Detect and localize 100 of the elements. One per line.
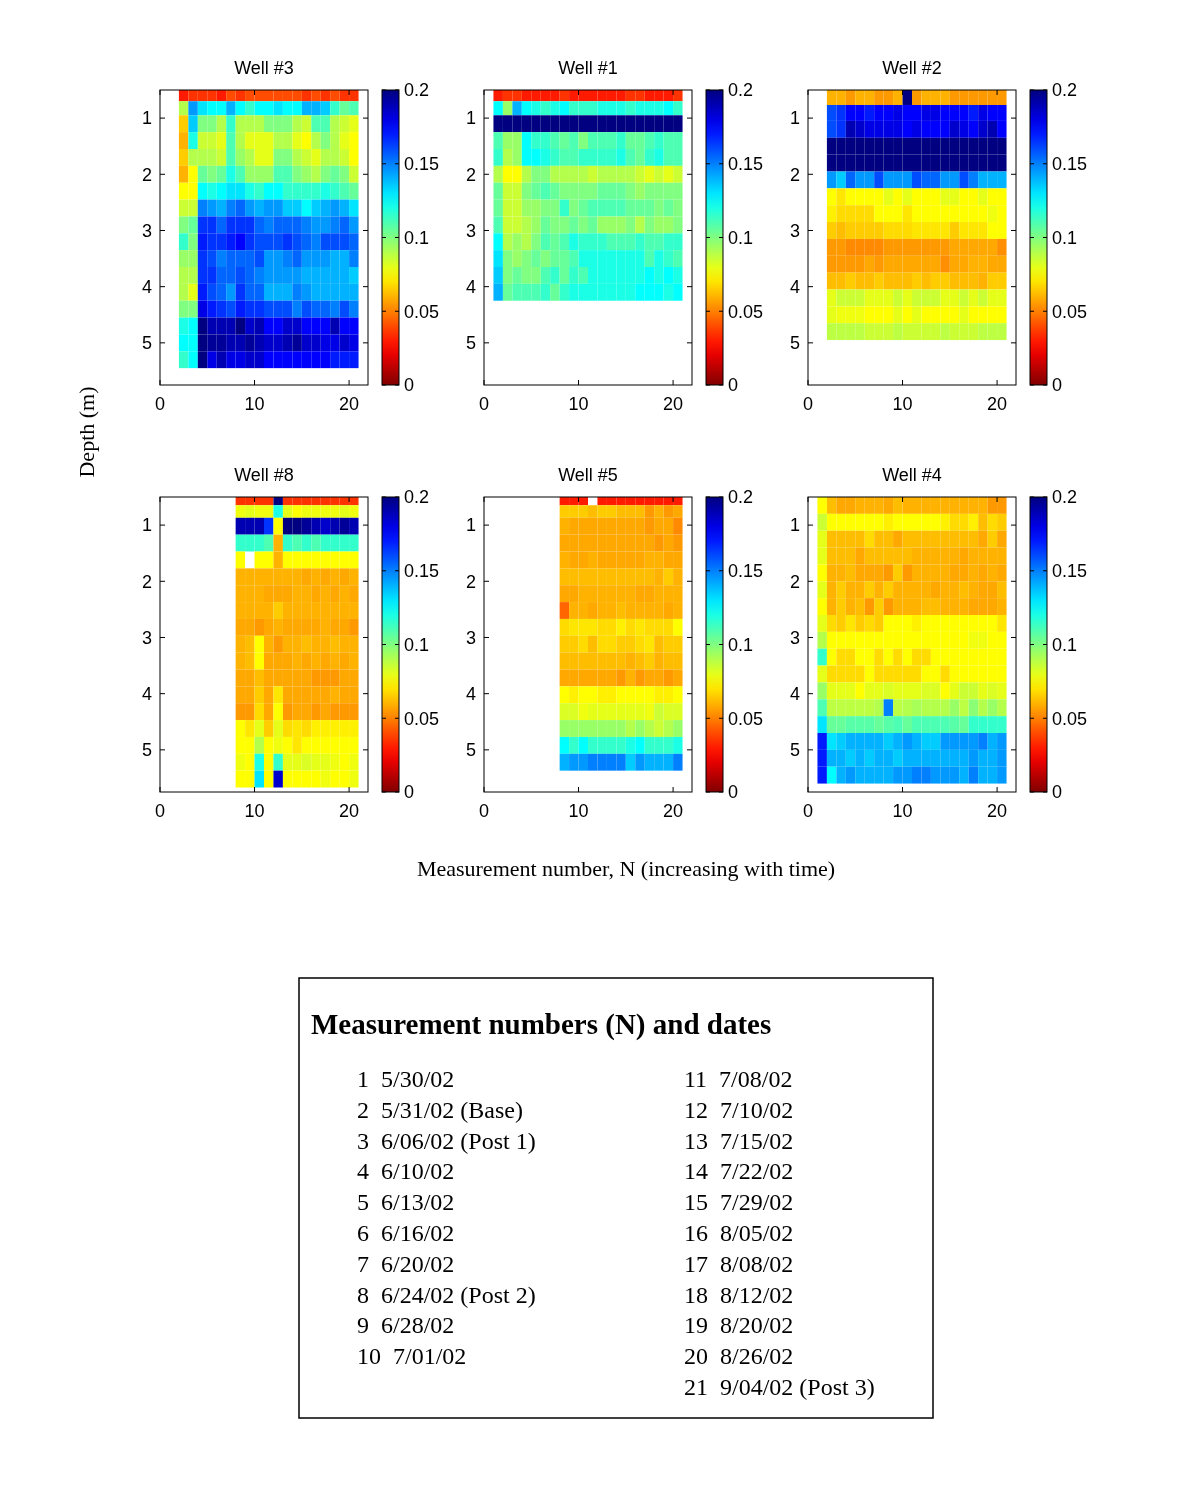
color-bar-label: 0.15 [1052, 154, 1088, 175]
chart-title: Well #1 [558, 58, 618, 78]
x-tick-label: 10 [892, 394, 913, 414]
text: 5 6/13/02 [357, 1189, 455, 1216]
color-bar-label: 0.1 [404, 634, 430, 655]
chart-title: Well #4 [882, 465, 942, 485]
y-tick-label: 4 [789, 683, 800, 704]
x-tick-label: 0 [802, 394, 814, 414]
x-tick-label: 0 [154, 394, 166, 414]
color-bar-label: 0.05 [404, 301, 440, 322]
x-tick-label: 10 [568, 394, 589, 414]
y-tick-label: 2 [465, 164, 476, 185]
color-bar-label: 0.1 [404, 227, 430, 248]
color-bar-label: 0.15 [404, 154, 440, 175]
x-tick-label: 10 [892, 801, 913, 821]
y-tick-label: 4 [141, 683, 152, 704]
text: 7 6/20/02 [357, 1250, 455, 1277]
y-tick-label: 3 [789, 627, 800, 648]
text: 3 6/06/02 (Post 1) [357, 1127, 536, 1154]
color-bar-label: 0.05 [728, 301, 764, 322]
y-tick-label: 2 [789, 164, 800, 185]
text: 20 8/26/02 [684, 1343, 794, 1370]
x-tick-label: 20 [663, 394, 684, 414]
color-bar-label: 0.2 [1052, 80, 1078, 101]
y-tick-label: 1 [465, 515, 476, 536]
y-tick-label: 2 [465, 571, 476, 592]
text: 9 6/28/02 [357, 1312, 455, 1339]
x-tick-label: 10 [568, 801, 589, 821]
color-bar-label: 0 [404, 782, 415, 803]
color-bar-label: 0.15 [728, 561, 764, 582]
y-tick-label: 5 [465, 740, 476, 761]
text: Measurement numbers (N) and dates [311, 1008, 772, 1041]
x-tick-label: 20 [663, 801, 684, 821]
y-tick-label: 5 [789, 740, 800, 761]
x-tick-label: 20 [339, 394, 360, 414]
x-tick-label: 20 [339, 801, 360, 821]
color-bar-label: 0.1 [1052, 227, 1078, 248]
text: 15 7/29/02 [684, 1189, 794, 1216]
chart-title: Well #2 [882, 58, 942, 78]
color-bar-label: 0 [728, 782, 739, 803]
color-bar-label: 0.2 [1052, 487, 1078, 508]
y-tick-label: 4 [141, 276, 152, 297]
y-tick-label: 1 [789, 108, 800, 129]
y-axis-title: Depth (m) [74, 386, 99, 478]
x-axis-title: Measurement number, N (increasing with time) [416, 856, 836, 881]
color-bar-label: 0.05 [404, 708, 440, 729]
text: 21 9/04/02 (Post 3) [684, 1374, 875, 1400]
y-tick-label: 5 [465, 333, 476, 354]
color-bar-label: 0.2 [404, 80, 430, 101]
color-bar-label: 0.1 [728, 227, 754, 248]
text: 11 7/08/02 [684, 1066, 793, 1092]
color-bar-label: 0 [1052, 375, 1063, 396]
y-tick-label: 3 [465, 220, 476, 241]
text: 14 7/22/02 [684, 1158, 794, 1185]
chart-title: Well #5 [558, 465, 618, 485]
text: 17 8/08/02 [684, 1250, 794, 1277]
x-tick-label: 0 [478, 801, 490, 821]
x-tick-label: 20 [987, 394, 1008, 414]
y-tick-label: 5 [141, 740, 152, 761]
y-tick-label: 4 [465, 276, 476, 297]
color-bar-label: 0 [728, 375, 739, 396]
x-tick-label: 0 [478, 394, 490, 414]
color-bar-label: 0 [1052, 782, 1063, 803]
color-bar-label: 0.2 [728, 487, 754, 508]
y-tick-label: 5 [141, 333, 152, 354]
text: 10 7/01/02 [357, 1343, 467, 1370]
text: 13 7/15/02 [684, 1127, 794, 1154]
x-tick-label: 20 [987, 801, 1008, 821]
color-bar-label: 0.15 [1052, 561, 1088, 582]
x-tick-label: 10 [244, 801, 265, 821]
x-tick-label: 10 [244, 394, 265, 414]
color-bar-label: 0.1 [1052, 634, 1078, 655]
y-tick-label: 2 [789, 571, 800, 592]
y-tick-label: 4 [789, 276, 800, 297]
color-bar-label: 0.2 [728, 80, 754, 101]
y-tick-label: 1 [141, 108, 152, 129]
y-tick-label: 3 [465, 627, 476, 648]
chart-title: Well #3 [234, 58, 294, 78]
chart-title: Well #8 [234, 465, 294, 485]
color-bar-label: 0.15 [728, 154, 764, 175]
text: 4 6/10/02 [357, 1158, 455, 1185]
y-tick-label: 1 [141, 515, 152, 536]
y-tick-label: 2 [141, 571, 152, 592]
text: 1 5/30/02 [357, 1066, 455, 1092]
text: 12 7/10/02 [684, 1096, 794, 1123]
y-tick-label: 3 [141, 627, 152, 648]
color-bar-label: 0.2 [404, 487, 430, 508]
y-tick-label: 3 [141, 220, 152, 241]
text: 8 6/24/02 (Post 2) [357, 1281, 536, 1308]
y-tick-label: 1 [789, 515, 800, 536]
x-tick-label: 0 [154, 801, 166, 821]
text: 2 5/31/02 (Base) [357, 1096, 523, 1123]
y-tick-label: 1 [465, 108, 476, 129]
color-bar-label: 0.1 [728, 634, 754, 655]
text: 16 8/05/02 [684, 1220, 794, 1246]
color-bar-label: 0.05 [1052, 708, 1088, 729]
text: 19 8/20/02 [684, 1312, 794, 1339]
color-bar-label: 0.05 [728, 708, 764, 729]
y-tick-label: 5 [789, 333, 800, 354]
y-tick-label: 2 [141, 164, 152, 185]
